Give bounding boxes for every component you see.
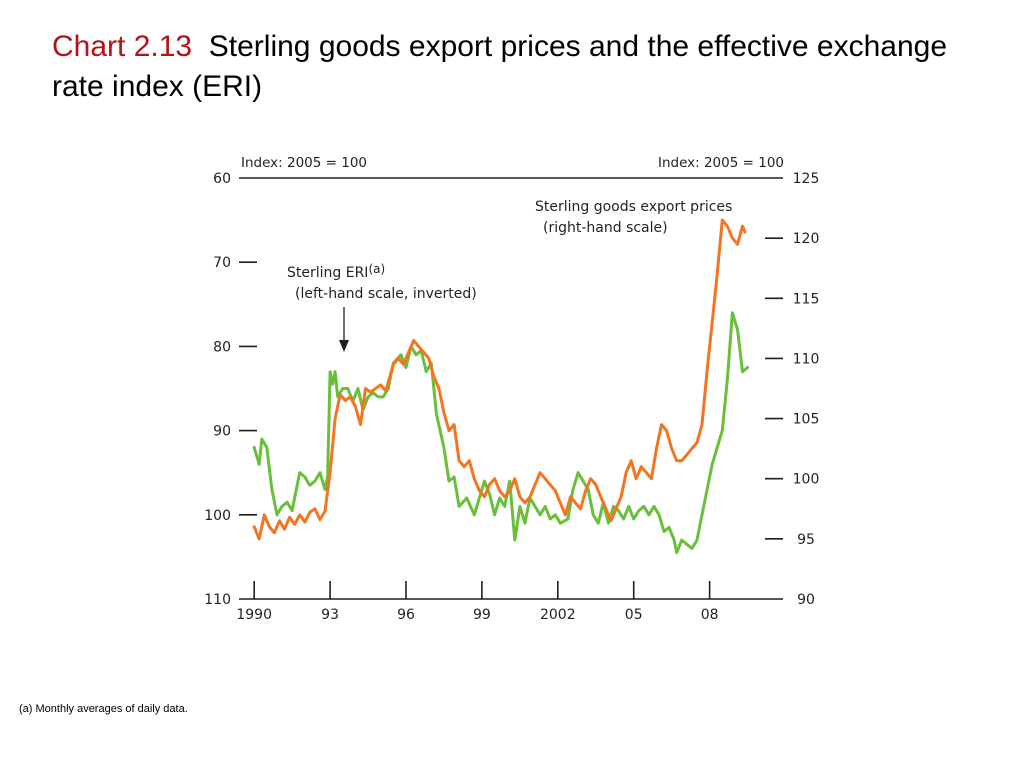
x-axis: 1990 93 96 99 2002 05 08 — [236, 177, 783, 623]
export-prices-line — [252, 218, 747, 541]
right-axis-tick-label: 95 — [797, 532, 815, 548]
left-axis-unit-label: Index: 2005 = 100 — [241, 155, 367, 171]
chart-number-label: Chart 2.13 — [52, 30, 193, 63]
right-axis-tick-label: 105 — [793, 412, 820, 428]
left-axis-tick-label: 80 — [213, 339, 231, 355]
plot-lines — [252, 218, 750, 555]
right-axis-tick-label: 115 — [793, 291, 820, 307]
right-axis-tick-label: 125 — [793, 171, 820, 187]
left-axis-tick-label: 100 — [204, 508, 231, 524]
x-axis-tick-label: 05 — [625, 607, 643, 623]
right-axis-unit-label: Index: 2005 = 100 — [658, 155, 784, 171]
chart-title: Sterling goods export prices and the eff… — [52, 30, 948, 103]
right-axis-tick-label: 110 — [793, 351, 820, 367]
right-axis-tick-label: 120 — [793, 231, 820, 247]
x-axis-tick-label: 1990 — [236, 607, 272, 623]
x-axis-tick-label: 93 — [321, 607, 339, 623]
eri-annotation-sublabel: (left-hand scale, inverted) — [295, 286, 477, 302]
eri-annotation-label: Sterling ERI(a) — [287, 262, 385, 281]
right-axis-tick-label: 100 — [793, 472, 820, 488]
annotations: Sterling ERI(a) (left-hand scale, inverte… — [287, 199, 732, 352]
x-axis-tick-label: 2002 — [540, 607, 576, 623]
right-axis-tick-label: 90 — [797, 592, 815, 608]
left-axis-tick-label: 60 — [213, 171, 231, 187]
left-axis-tick-label: 70 — [213, 255, 231, 271]
slide-title: Chart 2.13 Sterling goods export prices … — [52, 27, 982, 107]
eri-annotation-superscript: (a) — [368, 262, 385, 276]
footnote: (a) Monthly averages of daily data. — [19, 703, 188, 715]
x-axis-tick-label: 08 — [701, 607, 719, 623]
exports-annotation-label: Sterling goods export prices — [535, 199, 732, 215]
left-axis-tick-label: 110 — [204, 592, 231, 608]
x-axis-tick-label: 99 — [473, 607, 491, 623]
left-axis-tick-label: 90 — [213, 424, 231, 440]
x-axis-tick-label: 96 — [397, 607, 415, 623]
right-axis: 125 120 115 110 105 100 95 90 Index: 2005 = 100 — [658, 155, 819, 608]
eri-line — [252, 311, 750, 555]
eri-arrow-head — [339, 340, 349, 352]
exports-annotation-sublabel: (right-hand scale) — [543, 220, 668, 236]
left-axis: 60 70 80 90 100 110 Index: 2005 = 100 — [204, 155, 367, 608]
